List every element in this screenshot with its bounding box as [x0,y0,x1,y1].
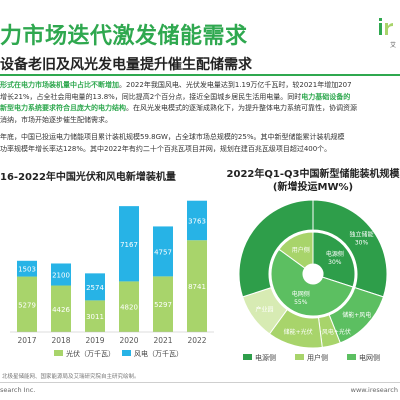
donut-legend-swatch [295,354,304,360]
bar-wind-2020 [119,206,139,282]
wind-value-label: 3763 [188,217,206,225]
footer-divider [0,382,400,383]
outer-ring-slice-label: 独立储能 30% [350,231,374,247]
bar-solar-2018 [51,285,71,332]
wind-value-label: 2100 [52,272,70,280]
outer-ring-slice-label: 储能+风电+光伏 [305,328,351,336]
x-tick-label: 2021 [153,336,172,345]
x-tick-label: 2020 [119,336,138,345]
bar-chart-title: 16-2022年中国光伏和风电新增装机量 [0,172,176,183]
legend-label-solar: 光伏（万千瓦） [66,349,115,358]
legend-label-wind: 风电（万千瓦） [134,349,183,358]
outer-ring-slice [238,199,314,298]
x-tick-label: 2018 [51,336,70,345]
bar-wind-2021 [153,226,173,277]
wind-value-label: 4757 [154,248,172,256]
bar-solar-2022 [187,240,207,332]
subtitle-text: 设备老旧及风光发电量提升催生配储需求 [0,57,252,73]
donut-chart-title-line2: (新增投运MW%) [272,182,354,193]
inner-ring-slice [278,231,314,269]
donut-chart-title-line1: 2022年Q1-Q3中国新型储能装机规模 [226,169,400,180]
iresearch-logo [378,16,394,40]
paragraph-highlight: 电力基础设备的 [301,92,351,101]
outer-ring-slice-label: 储能+光伏 [284,328,313,336]
bar-solar-2021 [153,276,173,332]
donut-legend-label: 用户侧 [307,353,328,362]
page-title: 力市场迭代激发储能需求 [0,24,248,49]
footer-url: www.iresearch [350,386,398,394]
inner-ring-slice [312,231,356,288]
x-tick-label: 2019 [85,336,104,345]
donut-legend-label: 电源侧 [255,353,276,362]
bar-wind-2018 [51,263,71,286]
logo-text: 艾 [389,42,396,49]
donut-legend-swatch [243,354,252,360]
solar-value-label: 4820 [120,304,138,312]
x-tick-label: 2017 [17,336,36,345]
bar-solar-2020 [119,281,139,332]
legend-swatch-solar [54,350,63,356]
solar-value-label: 5279 [18,301,36,309]
footer-company: search Inc. [0,386,36,394]
wind-value-label: 7167 [120,241,138,249]
x-tick-label: 2022 [187,336,206,345]
inner-ring-slice-label: 用户侧 [292,246,310,254]
bar-wind-2017 [17,260,37,277]
inner-ring-slice-label: 电源侧 30% [326,250,344,266]
outer-ring-slice-label: 储能+风电 [342,311,371,319]
solar-value-label: 8741 [188,283,206,291]
bar-wind-2019 [85,273,105,301]
paragraph-1: 形式在电力市场装机量中占比不断增加。2022年我国风电、光伏发电量达到1.19万… [0,80,398,126]
inner-ring-slice-label: 电网侧 55% [292,290,310,306]
paragraph-text: 消纳，市场开始逐步催生配储需求。 [0,115,112,124]
bar-chart: 5279 1503 2017 4426 2100 2018 3011 2574 2019 4820… [10,200,214,358]
donut-legend-swatch [347,354,356,360]
wind-value-label: 1503 [18,266,36,274]
paragraph-text: 。2022年我国风电、光伏发电量达到1.19万亿千瓦时，较2021年增加207 [119,81,352,89]
source-note: 北极星储能网、国家能源局及艾瑞研究院自主研究绘制。 [2,374,140,380]
donut-legend-label: 电网侧 [359,353,380,362]
body-text: 形式在电力市场装机量中占比不断增加。2022年我国风电、光伏发电量达到1.19万… [0,80,398,161]
paragraph-text: 。在风光发电模式的逐渐成熟化下，为提升整体电力系统可靠性，协调资源 [126,104,357,112]
outer-ring-slice-label: 产业园 [255,305,273,313]
inner-ring-slice [270,248,354,317]
solar-value-label: 4426 [52,306,70,314]
paragraph-highlight: 形式在电力市场装机量中占比不断增加 [0,81,119,89]
bar-solar-2017 [17,276,37,332]
paragraph-highlight: 新型电力系统要求符合且庞大的电力结构 [0,104,126,112]
solar-value-label: 3011 [86,313,104,321]
legend-swatch-wind [122,350,131,356]
bar-wind-2022 [187,200,207,241]
solar-value-label: 5297 [154,301,172,309]
donut-chart-title: 2022年Q1-Q3中国新型储能装机规模 (新增投运MW%) [226,168,400,194]
paragraph-text: 功率规模年增长率达128%。其中2022年有约二十个百兆瓦项目并网，规划在建百兆… [0,144,332,153]
wind-value-label: 2574 [86,284,104,292]
paragraph-text: 年底，中国已投运电力储能项目累计装机规模59.8GW，占全球市场总规模的25%。… [0,133,345,141]
paragraph-2: 年底，中国已投运电力储能项目累计装机规模59.8GW，占全球市场总规模的25%。… [0,132,398,155]
section-subtitle: 设备老旧及风光发电量提升催生配储需求 [0,54,400,76]
paragraph-text: 增长21%，占全社会用电量的13.8%，同比提高2个百分点，接近全国城乡居民生活… [0,92,302,101]
bar-solar-2019 [85,300,105,332]
